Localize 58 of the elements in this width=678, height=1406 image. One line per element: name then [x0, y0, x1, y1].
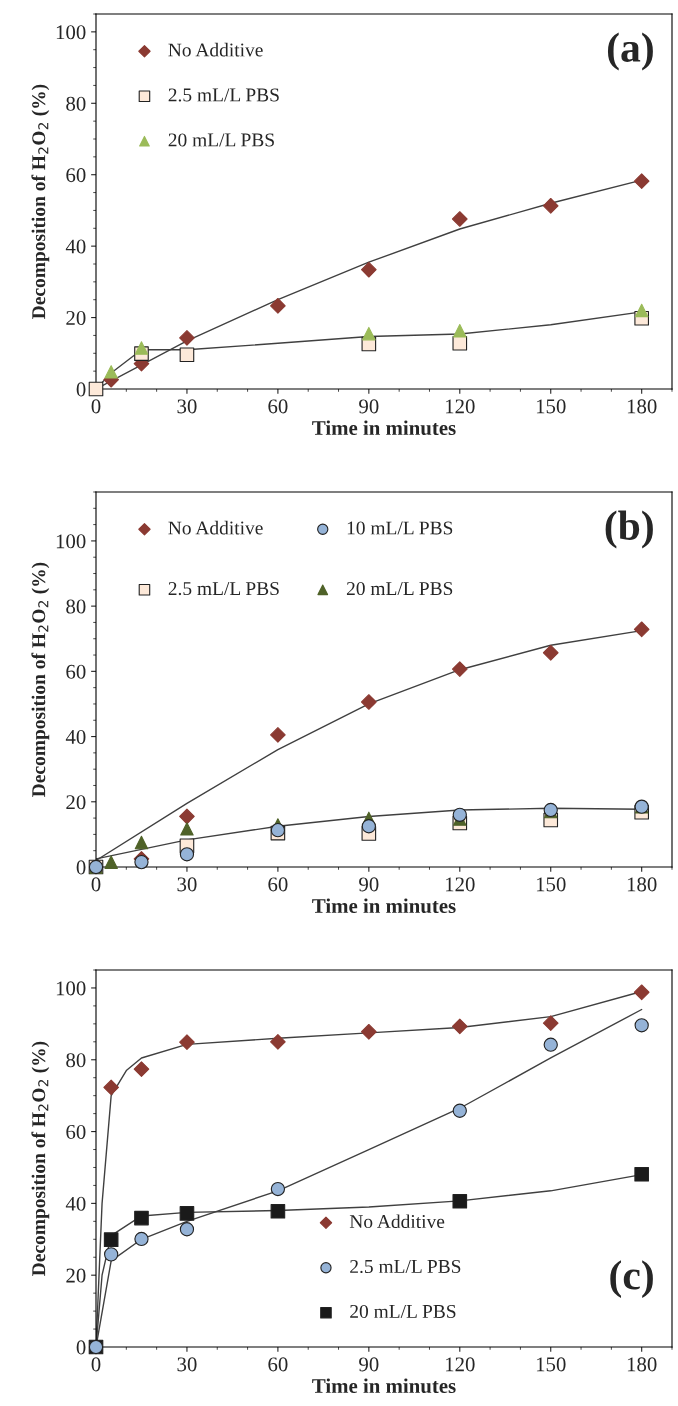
- x-tick-label: 90: [359, 1357, 379, 1372]
- y-tick-label: 80: [66, 96, 86, 111]
- annotation: (c): [610, 1260, 653, 1299]
- x-tick-label: 120: [446, 1357, 475, 1372]
- y-tick-label: 0: [76, 382, 86, 397]
- y-tick-label: 60: [66, 664, 86, 679]
- x-tick-label: 30: [177, 1357, 197, 1372]
- x-axis-title: Time in minutes: [312, 1378, 456, 1394]
- x-tick-label: 0: [91, 399, 101, 414]
- legend-label: 2.5 mL/L PBS: [168, 582, 279, 596]
- y-axis-title: Decomposition of H$_{2}$O$_{2}$ (%): [31, 562, 50, 797]
- x-tick-label: 30: [177, 877, 197, 892]
- legend-label: No Additive: [349, 1214, 445, 1229]
- y-tick-label: 60: [66, 1124, 86, 1139]
- y-tick-label: 20: [66, 1268, 86, 1283]
- x-tick-label: 90: [359, 399, 379, 414]
- x-tick-label: 90: [359, 877, 379, 892]
- x-tick-label: 150: [536, 399, 566, 414]
- legend-label: 20 mL/L PBS: [346, 581, 453, 596]
- y-tick-label: 0: [76, 1340, 86, 1355]
- legend-label: 10 mL/L PBS: [347, 521, 453, 535]
- legend-label: 20 mL/L PBS: [350, 1304, 456, 1319]
- annotation: (a): [607, 32, 653, 71]
- y-tick-label: 100: [56, 981, 86, 996]
- x-tick-label: 0: [91, 1357, 101, 1372]
- legend-label: No Additive: [168, 42, 263, 57]
- y-tick-label: 60: [66, 168, 86, 183]
- x-axis-title: Time in minutes: [312, 420, 456, 436]
- y-tick-label: 100: [56, 534, 86, 549]
- y-tick-label: 20: [66, 310, 86, 325]
- x-tick-label: 120: [446, 399, 475, 414]
- x-tick-label: 180: [627, 399, 657, 414]
- y-tick-label: 80: [66, 1053, 86, 1068]
- y-tick-label: 20: [66, 795, 86, 810]
- x-tick-label: 150: [536, 1357, 566, 1372]
- x-tick-label: 150: [536, 877, 566, 892]
- y-tick-label: 100: [56, 25, 86, 40]
- legend-label: 2.5 mL/L PBS: [350, 1259, 461, 1274]
- x-tick-label: 60: [268, 399, 288, 414]
- legend-label: No Additive: [168, 520, 263, 535]
- y-tick-label: 40: [65, 239, 86, 254]
- annotation: (b): [605, 510, 653, 549]
- x-tick-label: 0: [91, 877, 101, 892]
- x-tick-label: 30: [177, 399, 197, 414]
- x-tick-label: 60: [268, 877, 288, 892]
- x-tick-label: 180: [627, 1357, 657, 1372]
- legend-label: 2.5 mL/L PBS: [168, 88, 279, 102]
- x-axis-title: Time in minutes: [312, 898, 456, 914]
- y-tick-label: 40: [65, 1196, 86, 1211]
- x-tick-label: 120: [446, 877, 475, 892]
- legend-label: 20 mL/L PBS: [168, 133, 274, 147]
- x-tick-label: 60: [268, 1357, 288, 1372]
- y-tick-label: 40: [65, 729, 86, 744]
- x-tick-label: 180: [627, 877, 657, 892]
- y-axis-title: Decomposition of H$_{2}$O$_{2}$ (%): [31, 1041, 50, 1276]
- y-tick-label: 80: [66, 599, 86, 614]
- y-tick-label: 0: [76, 860, 86, 875]
- y-axis-title: Decomposition of H$_{2}$O$_{2}$ (%): [31, 84, 50, 319]
